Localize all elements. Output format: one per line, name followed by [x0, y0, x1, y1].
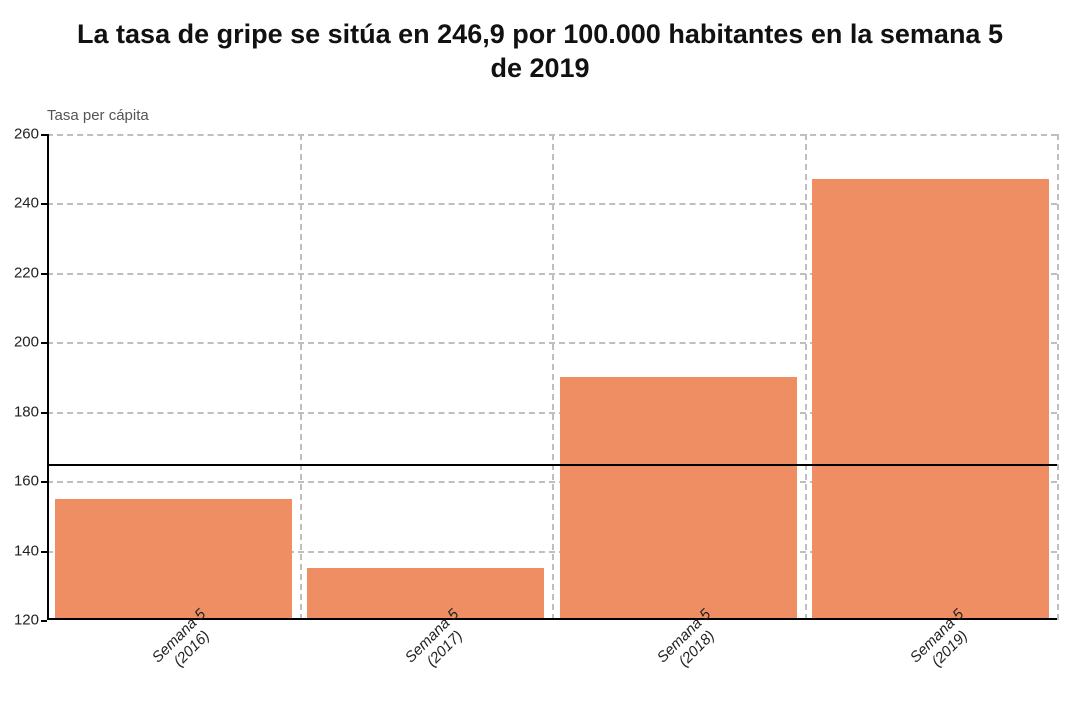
y-tick-label: 160: [14, 473, 39, 490]
y-tick-label: 240: [14, 195, 39, 212]
y-tick-label: 140: [14, 542, 39, 559]
plot-inner: 120140160180200220240260Semana 5(2016)Se…: [47, 134, 1057, 620]
y-axis-line: [47, 134, 49, 620]
bar: [55, 499, 292, 621]
reference-line: [47, 464, 1057, 466]
bar: [812, 179, 1049, 620]
y-tick-label: 180: [14, 403, 39, 420]
y-tick-label: 220: [14, 264, 39, 281]
bar: [307, 568, 544, 620]
chart-title: La tasa de gripe se sitúa en 246,9 por 1…: [0, 0, 1080, 86]
gridline-vertical: [805, 134, 807, 620]
y-tick-label: 260: [14, 126, 39, 143]
y-tick-mark: [41, 620, 47, 622]
gridline-vertical: [300, 134, 302, 620]
y-tick-label: 200: [14, 334, 39, 351]
plot-area: 120140160180200220240260Semana 5(2016)Se…: [47, 134, 1057, 620]
chart-container: La tasa de gripe se sitúa en 246,9 por 1…: [0, 0, 1080, 728]
gridline-vertical: [552, 134, 554, 620]
chart-subtitle: Tasa per cápita: [47, 107, 149, 124]
bar: [560, 377, 797, 620]
gridline-vertical: [1057, 134, 1059, 620]
y-tick-label: 120: [14, 612, 39, 629]
